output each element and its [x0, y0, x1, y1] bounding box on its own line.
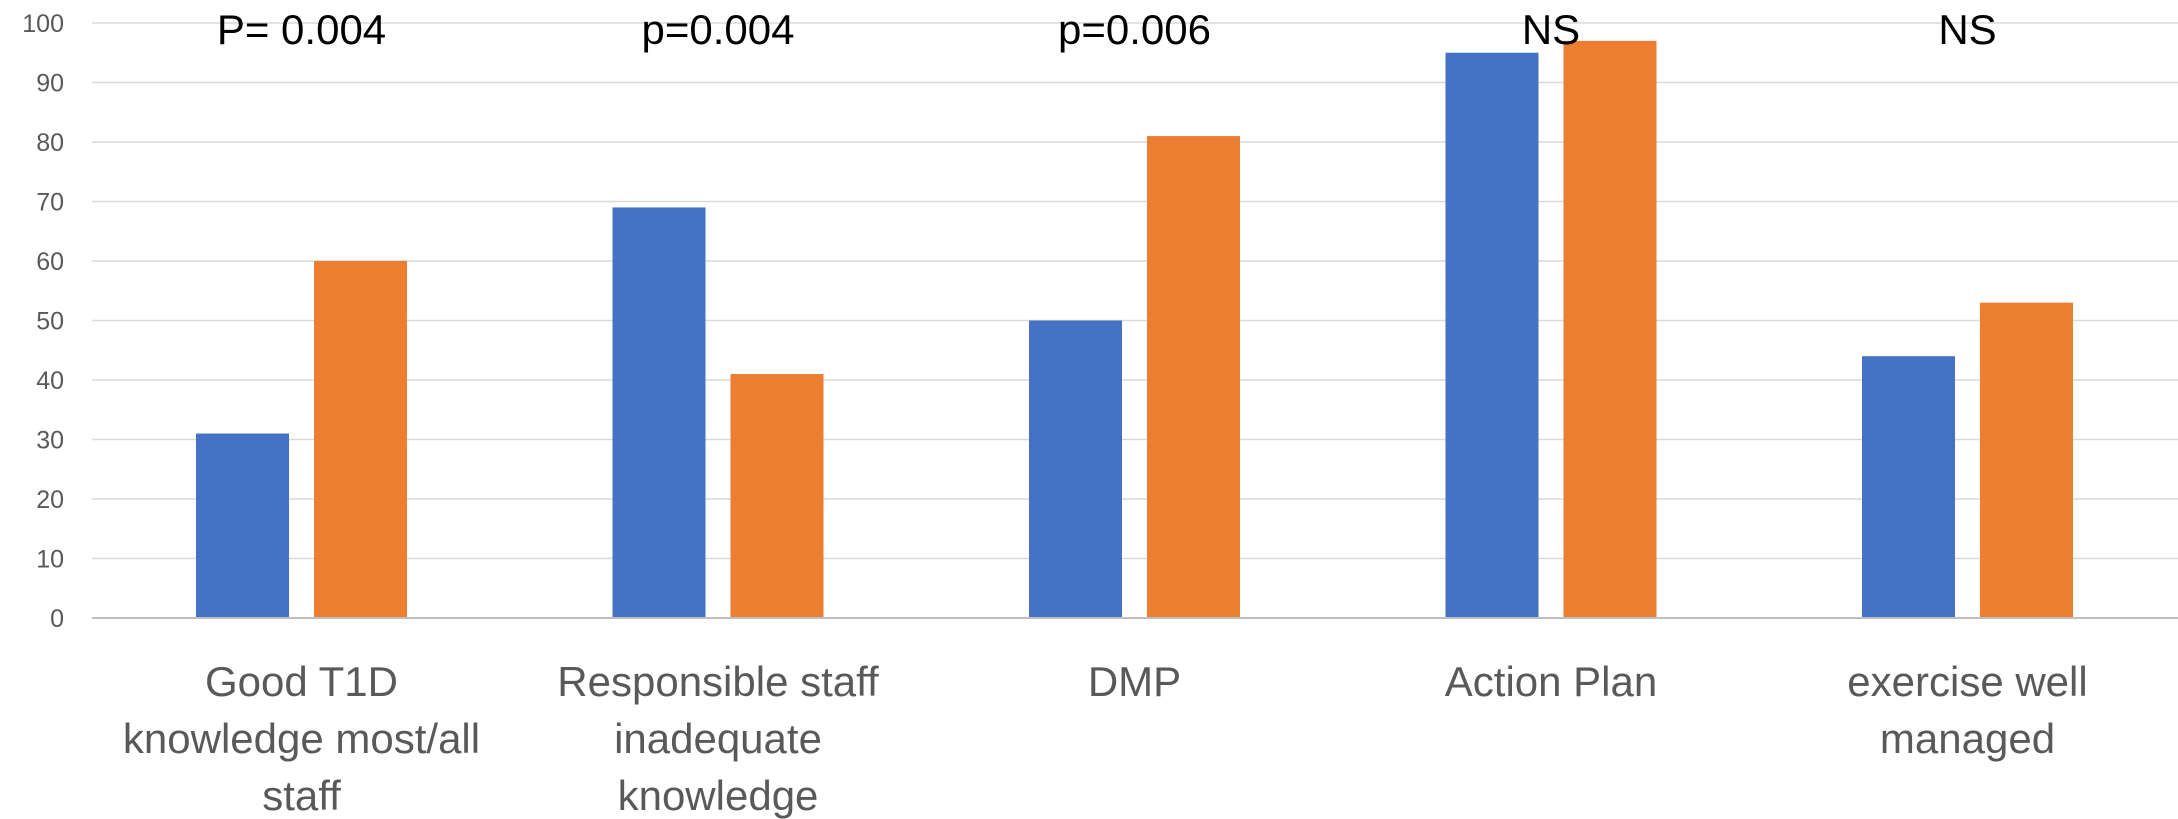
x-category-label-line: staff: [262, 772, 341, 819]
p-value-annotation: NS: [1522, 6, 1580, 53]
p-value-annotation: p=0.006: [1058, 6, 1211, 53]
y-tick-label: 0: [50, 605, 64, 633]
y-tick-label: 30: [36, 427, 64, 455]
y-tick-label: 90: [36, 70, 64, 98]
bar-series2-cat2: [730, 374, 824, 618]
y-tick-label: 50: [36, 308, 64, 336]
x-category-label-line: inadequate: [614, 715, 822, 762]
y-tick-label: 80: [36, 129, 64, 157]
p-value-annotation: NS: [1938, 6, 1996, 53]
y-tick-label: 100: [22, 10, 64, 38]
x-category-label: exercise well managed: [1847, 658, 2087, 762]
y-tick-label: 20: [36, 486, 64, 514]
x-category-label: Responsible staff inadequate knowledge: [557, 658, 879, 819]
x-category-label-line: knowledge: [618, 772, 819, 819]
bars: [196, 40, 2073, 619]
y-tick-label: 70: [36, 189, 64, 217]
gridlines: [92, 22, 2178, 560]
bar-series1-cat5: [1862, 356, 1955, 618]
bar-series2-cat3: [1147, 136, 1240, 619]
x-category-label-line: Action Plan: [1445, 658, 1657, 705]
bar-series2-cat4: [1563, 40, 1657, 619]
y-tick-label: 60: [36, 248, 64, 276]
x-category-label-line: Responsible staff: [557, 658, 879, 705]
x-category-label-line: Good T1D: [205, 658, 398, 705]
bar-series2-cat5: [1980, 302, 2073, 618]
bar-series1-cat4: [1445, 52, 1539, 618]
p-value-annotation: p=0.004: [642, 6, 795, 53]
y-tick-label: 40: [36, 367, 64, 395]
bar-series2-cat1: [314, 261, 407, 618]
bar-series1-cat2: [612, 207, 706, 618]
x-category-label: Action Plan: [1445, 658, 1657, 705]
bar-series1-cat3: [1029, 320, 1122, 618]
x-category-label: DMP: [1088, 658, 1181, 705]
x-category-label-line: exercise well: [1847, 658, 2087, 705]
x-category-label: Good T1D knowledge most/all staff: [123, 658, 480, 819]
y-tick-label: 10: [36, 546, 64, 574]
p-value-annotation: P= 0.004: [217, 6, 386, 53]
category-labels: Good T1D knowledge most/all staff Responsib…: [123, 658, 2088, 819]
x-category-label-line: DMP: [1088, 658, 1181, 705]
x-category-label-line: managed: [1880, 715, 2055, 762]
x-category-label-line: knowledge most/all: [123, 715, 480, 762]
bar-series1-cat1: [196, 433, 289, 618]
significance-annotations: P= 0.004 p=0.004 p=0.006 NS NS: [217, 6, 1997, 53]
y-axis-ticks: 0 10 20 30 40 50 60 70 80 90 100: [22, 10, 64, 633]
